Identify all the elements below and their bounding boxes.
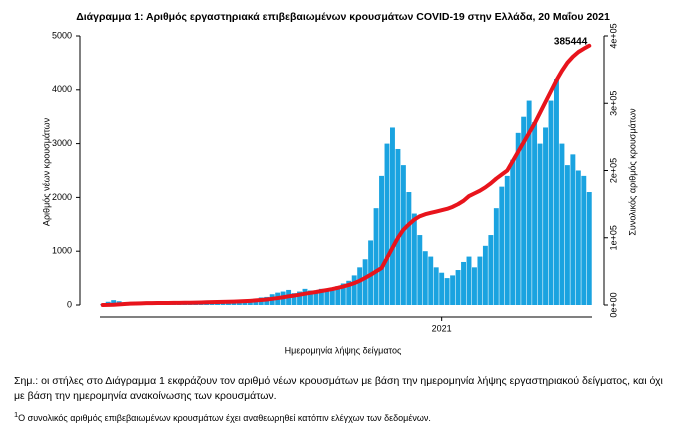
- bar: [466, 256, 472, 305]
- bar: [488, 235, 494, 305]
- footnote-marker: 1: [14, 410, 19, 419]
- value-label: 385444: [554, 36, 588, 47]
- footnote-text: Ο συνολικός αριθμός επιβεβαιωμένων κρουσ…: [18, 413, 431, 423]
- bar: [515, 132, 521, 305]
- bar: [395, 148, 401, 305]
- x-axis-label: Ημερομηνία λήψης δείγματος: [285, 345, 402, 355]
- cumulative-line: [100, 43, 592, 307]
- bar: [575, 170, 581, 305]
- bar: [329, 288, 335, 305]
- y2-tick-label: 3e+05: [608, 91, 618, 116]
- bar: [532, 122, 538, 305]
- notes: Σημ.: οι στήλες στο Διάγραμμα 1 εκφράζου…: [14, 374, 674, 426]
- bar: [362, 259, 368, 305]
- bar: [554, 79, 559, 305]
- bar: [318, 288, 324, 305]
- bar: [220, 303, 226, 305]
- y2-tick-label: 0e+00: [608, 292, 618, 317]
- bar: [357, 267, 363, 305]
- bar: [111, 300, 117, 305]
- bar: [543, 127, 548, 306]
- chart: Διάγραμμα 1: Αριθμός εργαστηριακά επιβεβ…: [41, 11, 637, 356]
- bar: [455, 270, 461, 305]
- bar: [428, 256, 434, 305]
- bar: [308, 290, 313, 305]
- bar: [461, 261, 466, 305]
- bar: [231, 302, 237, 305]
- bar: [390, 127, 395, 306]
- bar: [482, 245, 488, 305]
- bar: [510, 159, 516, 305]
- bar: [297, 291, 302, 305]
- bar: [504, 175, 510, 305]
- bar: [433, 267, 439, 305]
- bar: [346, 280, 352, 305]
- y-tick-label: 4000: [52, 84, 72, 94]
- bar: [226, 302, 231, 305]
- y-tick-label: 2000: [52, 192, 72, 202]
- bar: [559, 143, 565, 305]
- bar: [477, 256, 483, 305]
- bar: [417, 235, 423, 305]
- bar: [291, 293, 297, 305]
- bar: [570, 154, 576, 305]
- bar: [411, 213, 417, 305]
- y2-tick-label: 4e+05: [608, 23, 618, 48]
- bar: [472, 267, 477, 305]
- bar: [379, 175, 384, 305]
- bar: [351, 275, 357, 305]
- y2-tick-label: 1e+05: [608, 225, 618, 250]
- bar: [439, 272, 445, 305]
- bar: [493, 208, 499, 305]
- bar: [302, 288, 308, 305]
- bar: [521, 116, 527, 305]
- bar: [215, 303, 220, 305]
- y2-tick-label: 2e+05: [608, 158, 618, 183]
- bar: [581, 175, 587, 305]
- y-tick-label: 0: [67, 299, 72, 309]
- y-tick-label: 3000: [52, 138, 72, 148]
- note: Σημ.: οι στήλες στο Διάγραμμα 1 εκφράζου…: [14, 375, 663, 402]
- chart-title: Διάγραμμα 1: Αριθμός εργαστηριακά επιβεβ…: [76, 11, 610, 23]
- bar: [313, 292, 319, 305]
- y2-axis-label: Συνολικός αριθμός κρουσμάτων: [627, 108, 637, 236]
- bar: [548, 100, 554, 305]
- bar: [340, 283, 346, 305]
- bar: [400, 165, 406, 305]
- bar: [450, 275, 456, 305]
- bar: [324, 289, 330, 305]
- y-tick-label: 1000: [52, 246, 72, 256]
- bar: [384, 143, 390, 305]
- bar: [406, 192, 412, 305]
- bar: [335, 286, 341, 305]
- bar: [586, 192, 592, 305]
- bar: [422, 251, 428, 305]
- x-tick-label: 2021: [432, 323, 452, 333]
- bar: [373, 208, 379, 305]
- bar: [526, 100, 532, 305]
- y-axis-label: Αριθμός νέων κρουσμάτων: [41, 117, 51, 226]
- bar: [537, 143, 543, 305]
- bar: [564, 165, 570, 305]
- y-tick-label: 5000: [52, 30, 72, 40]
- bar: [499, 186, 505, 305]
- bar: [444, 278, 450, 305]
- footnote: 1Ο συνολικός αριθμός επιβεβαιωμένων κρου…: [14, 407, 674, 426]
